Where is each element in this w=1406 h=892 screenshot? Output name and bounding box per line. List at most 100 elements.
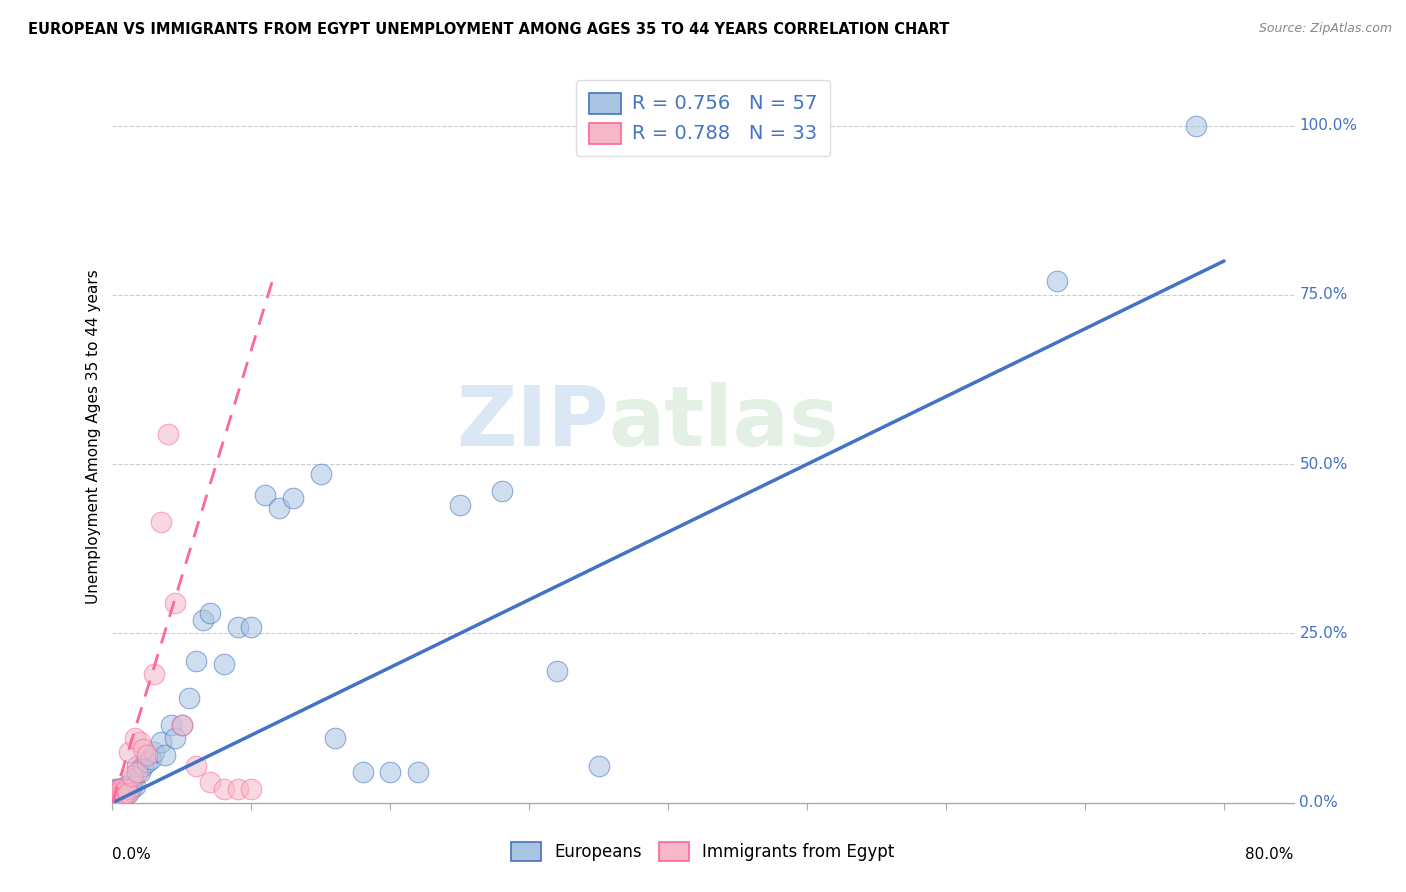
Text: 75.0%: 75.0% bbox=[1299, 287, 1348, 302]
Point bbox=[157, 426, 180, 441]
Point bbox=[118, 745, 141, 759]
Text: 50.0%: 50.0% bbox=[1299, 457, 1348, 472]
Point bbox=[150, 735, 173, 749]
Point bbox=[309, 467, 332, 482]
Point bbox=[127, 765, 149, 780]
Point bbox=[114, 786, 136, 800]
Point bbox=[121, 779, 143, 793]
Point bbox=[212, 782, 235, 797]
Y-axis label: Unemployment Among Ages 35 to 44 years: Unemployment Among Ages 35 to 44 years bbox=[86, 269, 101, 605]
Point bbox=[120, 782, 142, 797]
Point bbox=[107, 782, 129, 797]
Point bbox=[323, 731, 346, 746]
Point bbox=[155, 748, 177, 763]
Point bbox=[136, 755, 159, 769]
Point bbox=[115, 782, 138, 797]
Point bbox=[108, 789, 131, 803]
Point bbox=[117, 786, 139, 800]
Point bbox=[1046, 274, 1069, 288]
Point bbox=[124, 731, 146, 746]
Point bbox=[117, 786, 139, 800]
Point bbox=[108, 786, 131, 800]
Point bbox=[163, 596, 186, 610]
Point bbox=[406, 765, 429, 780]
Point bbox=[107, 789, 129, 803]
Point bbox=[129, 765, 152, 780]
Point bbox=[254, 488, 277, 502]
Point bbox=[491, 484, 513, 499]
Point bbox=[240, 782, 263, 797]
Point bbox=[143, 745, 166, 759]
Point bbox=[108, 789, 131, 803]
Text: 100.0%: 100.0% bbox=[1299, 118, 1357, 133]
Point bbox=[136, 748, 159, 763]
Point bbox=[111, 789, 134, 803]
Point bbox=[380, 765, 402, 780]
Point bbox=[104, 789, 127, 803]
Point bbox=[352, 765, 374, 780]
Point bbox=[111, 786, 134, 800]
Point bbox=[107, 789, 129, 803]
Point bbox=[449, 498, 471, 512]
Point bbox=[104, 786, 127, 800]
Point bbox=[104, 782, 127, 797]
Point bbox=[191, 613, 214, 627]
Point bbox=[110, 786, 132, 800]
Point bbox=[110, 789, 132, 803]
Point bbox=[184, 654, 207, 668]
Text: 0.0%: 0.0% bbox=[112, 847, 152, 862]
Point bbox=[150, 515, 173, 529]
Point bbox=[110, 789, 132, 803]
Legend: Europeans, Immigrants from Egypt: Europeans, Immigrants from Egypt bbox=[505, 835, 901, 868]
Text: atlas: atlas bbox=[609, 382, 839, 463]
Point bbox=[1185, 119, 1208, 133]
Point bbox=[105, 789, 128, 803]
Point bbox=[141, 752, 163, 766]
Point bbox=[122, 772, 145, 786]
Point bbox=[226, 620, 249, 634]
Point bbox=[124, 779, 146, 793]
Point bbox=[103, 789, 125, 803]
Point bbox=[105, 786, 128, 800]
Point bbox=[198, 775, 221, 789]
Point bbox=[198, 606, 221, 620]
Point bbox=[121, 769, 143, 783]
Point bbox=[108, 782, 131, 797]
Point bbox=[240, 620, 263, 634]
Point bbox=[107, 782, 129, 797]
Point bbox=[177, 690, 200, 705]
Point bbox=[103, 786, 125, 800]
Point bbox=[105, 786, 128, 800]
Point bbox=[103, 786, 125, 800]
Point bbox=[132, 741, 155, 756]
Point bbox=[170, 718, 193, 732]
Text: EUROPEAN VS IMMIGRANTS FROM EGYPT UNEMPLOYMENT AMONG AGES 35 TO 44 YEARS CORRELA: EUROPEAN VS IMMIGRANTS FROM EGYPT UNEMPL… bbox=[28, 22, 949, 37]
Point bbox=[105, 789, 128, 803]
Point bbox=[103, 789, 125, 803]
Point bbox=[212, 657, 235, 671]
Text: 25.0%: 25.0% bbox=[1299, 626, 1348, 641]
Point bbox=[112, 786, 135, 800]
Text: 80.0%: 80.0% bbox=[1246, 847, 1294, 862]
Point bbox=[143, 667, 166, 681]
Point bbox=[269, 501, 291, 516]
Point bbox=[104, 789, 127, 803]
Point bbox=[184, 758, 207, 772]
Point bbox=[281, 491, 304, 505]
Point bbox=[115, 786, 138, 800]
Point bbox=[110, 782, 132, 797]
Point bbox=[112, 789, 135, 803]
Point bbox=[163, 731, 186, 746]
Point bbox=[132, 758, 155, 772]
Point bbox=[160, 718, 183, 732]
Point bbox=[111, 782, 134, 797]
Point bbox=[170, 718, 193, 732]
Point bbox=[588, 758, 610, 772]
Point bbox=[226, 782, 249, 797]
Point bbox=[118, 782, 141, 797]
Text: ZIP: ZIP bbox=[456, 382, 609, 463]
Text: 0.0%: 0.0% bbox=[1299, 796, 1339, 810]
Point bbox=[115, 779, 138, 793]
Point bbox=[112, 786, 135, 800]
Point bbox=[127, 758, 149, 772]
